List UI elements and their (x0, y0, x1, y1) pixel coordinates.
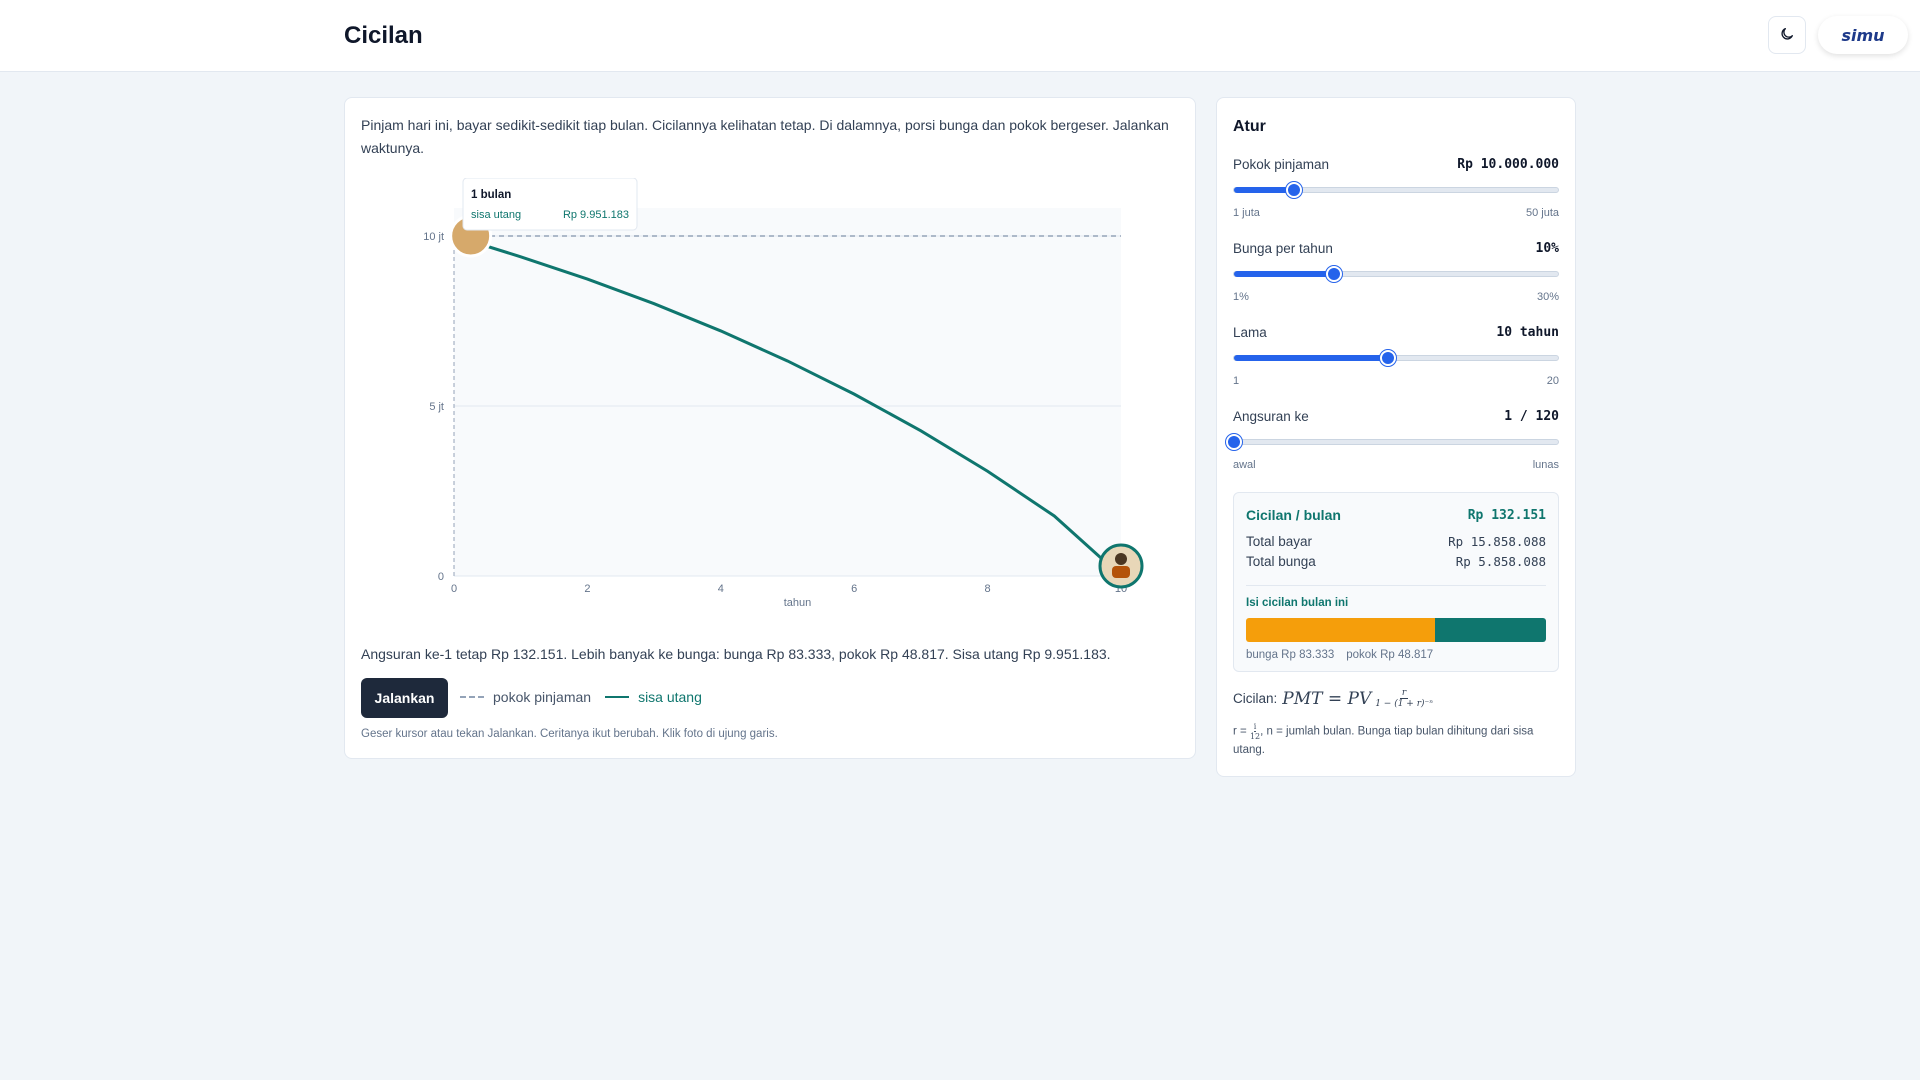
payment-split-bar (1246, 618, 1546, 642)
term-control: Lama 10 tahun 1 20 (1233, 322, 1559, 387)
installment-min-label: awal (1233, 459, 1256, 471)
principal-label: Pokok pinjaman (1233, 156, 1330, 172)
y-tick-label: 10 jt (423, 231, 444, 243)
principal-slider[interactable] (1233, 182, 1559, 198)
formula-math: PMT = PV r 1 − (1 + r)⁻ⁿ (1282, 688, 1433, 709)
term-label: Lama (1233, 324, 1267, 340)
x-tick-label: 4 (718, 583, 724, 595)
split-principal-label: pokok Rp 48.817 (1346, 649, 1434, 661)
balance-line (459, 236, 1123, 578)
x-tick-label: 2 (584, 583, 590, 595)
top-bar: Cicilan simu (0, 0, 1920, 72)
principal-control: Pokok pinjaman Rp 10.000.000 1 juta 50 j… (1233, 154, 1559, 219)
installment-slider-thumb[interactable] (1226, 434, 1242, 450)
run-button[interactable]: Jalankan (361, 678, 448, 718)
hint-text: Geser kursor atau tekan Jalankan. Cerita… (361, 728, 778, 740)
total-interest-value: Rp 5.858.088 (1455, 554, 1546, 569)
total-paid-label: Total bayar (1246, 534, 1313, 549)
end-avatar-body (1112, 566, 1130, 578)
end-avatar-head (1115, 553, 1127, 565)
result-divider (1246, 585, 1546, 586)
term-min-label: 1 (1233, 375, 1240, 387)
x-tick-label: 0 (451, 583, 457, 595)
rate-label: Bunga per tahun (1233, 240, 1333, 256)
page-title: Cicilan (344, 22, 423, 49)
rate-control: Bunga per tahun 10% 1% 30% (1233, 238, 1559, 303)
rate-max-label: 30% (1536, 291, 1559, 303)
term-slider-thumb[interactable] (1379, 350, 1396, 366)
formula-note-fraction: i 12 (1250, 722, 1260, 741)
chart-card: Pinjam hari ini, bayar sedikit-sedikit t… (344, 97, 1196, 759)
legend-dash-swatch (460, 696, 484, 698)
formula-prefix: Cicilan: (1233, 691, 1278, 706)
chart-legend: pokok pinjaman sisa utang (460, 689, 702, 705)
simu-logo[interactable]: simu (1818, 16, 1908, 54)
formula-lhs: PMT = PV (1282, 688, 1372, 709)
legend-balance-label: sisa utang (638, 689, 702, 705)
term-slider-fill (1234, 355, 1388, 361)
formula-note-suffix: , n = jumlah bulan. Bunga tiap bulan dih… (1233, 725, 1534, 756)
installment-summary: Angsuran ke-1 tetap Rp 132.151. Lebih ba… (361, 646, 1111, 662)
rate-slider[interactable] (1233, 266, 1559, 282)
formula-fraction: r 1 − (1 + r)⁻ⁿ (1375, 688, 1433, 709)
split-title: Isi cicilan bulan ini (1246, 597, 1349, 609)
rate-min-label: 1% (1233, 291, 1249, 303)
installment-label: Angsuran ke (1233, 408, 1309, 424)
legend-line-swatch (605, 696, 630, 698)
principal-value: Rp 10.000.000 (1457, 156, 1559, 172)
principal-slider-fill (1234, 187, 1294, 193)
installment-slider[interactable] (1226, 434, 1559, 450)
formula-note-num: i (1253, 722, 1257, 732)
principal-min-label: 1 juta (1233, 207, 1260, 219)
tooltip-title: 1 bulan (471, 189, 511, 201)
logo-text: simu (1841, 25, 1885, 45)
rate-value: 10% (1535, 240, 1559, 256)
intro-text: Pinjam hari ini, bayar sedikit-sedikit t… (361, 117, 1169, 156)
installment-value: 1 / 120 (1504, 408, 1559, 424)
installment-control: Angsuran ke 1 / 120 awal lunas (1226, 406, 1559, 471)
split-interest-segment (1246, 618, 1436, 642)
formula-note-prefix: r = (1233, 725, 1247, 738)
x-tick-label: 8 (985, 583, 991, 595)
rate-slider-fill (1234, 271, 1335, 277)
formula: Cicilan: PMT = PV r 1 − (1 + r)⁻ⁿ (1233, 688, 1433, 709)
term-value: 10 tahun (1496, 324, 1559, 340)
tooltip-label: sisa utang (471, 209, 521, 221)
total-paid-value: Rp 15.858.088 (1448, 534, 1546, 549)
principal-slider-thumb[interactable] (1285, 182, 1302, 198)
formula-note: r = i 12 , n = jumlah bulan. Bunga tiap … (1233, 722, 1563, 759)
formula-denominator: 1 − (1 + r)⁻ⁿ (1375, 699, 1433, 709)
theme-toggle-button[interactable] (1768, 16, 1806, 54)
rate-slider-thumb[interactable] (1326, 266, 1343, 282)
x-tick-label: 6 (851, 583, 857, 595)
payment-label: Cicilan / bulan (1246, 507, 1341, 523)
tooltip-box (462, 177, 638, 231)
formula-note-den: 12 (1249, 732, 1261, 741)
formula-numerator: r (1399, 688, 1409, 699)
total-interest-label: Total bunga (1246, 554, 1316, 569)
split-principal-segment (1435, 618, 1546, 642)
payment-value: Rp 132.151 (1467, 507, 1546, 523)
installment-max-label: lunas (1532, 459, 1559, 471)
x-axis-label: tahun (784, 597, 812, 609)
legend-principal-label: pokok pinjaman (493, 689, 592, 705)
y-tick-label: 0 (438, 571, 444, 583)
term-max-label: 20 (1546, 375, 1559, 387)
split-interest-label: bunga Rp 83.333 (1246, 649, 1335, 661)
y-tick-label: 5 jt (429, 401, 444, 413)
moon-icon (1779, 26, 1795, 45)
principal-max-label: 50 juta (1525, 207, 1559, 219)
plot-background (454, 208, 1121, 576)
tooltip-value: Rp 9.951.183 (563, 209, 629, 221)
settings-panel: Atur Pokok pinjaman Rp 10.000.000 1 juta… (1216, 97, 1576, 777)
settings-title: Atur (1233, 118, 1266, 135)
result-box: Cicilan / bulan Rp 132.151 Total bayar R… (1233, 492, 1559, 672)
term-slider[interactable] (1233, 350, 1559, 366)
